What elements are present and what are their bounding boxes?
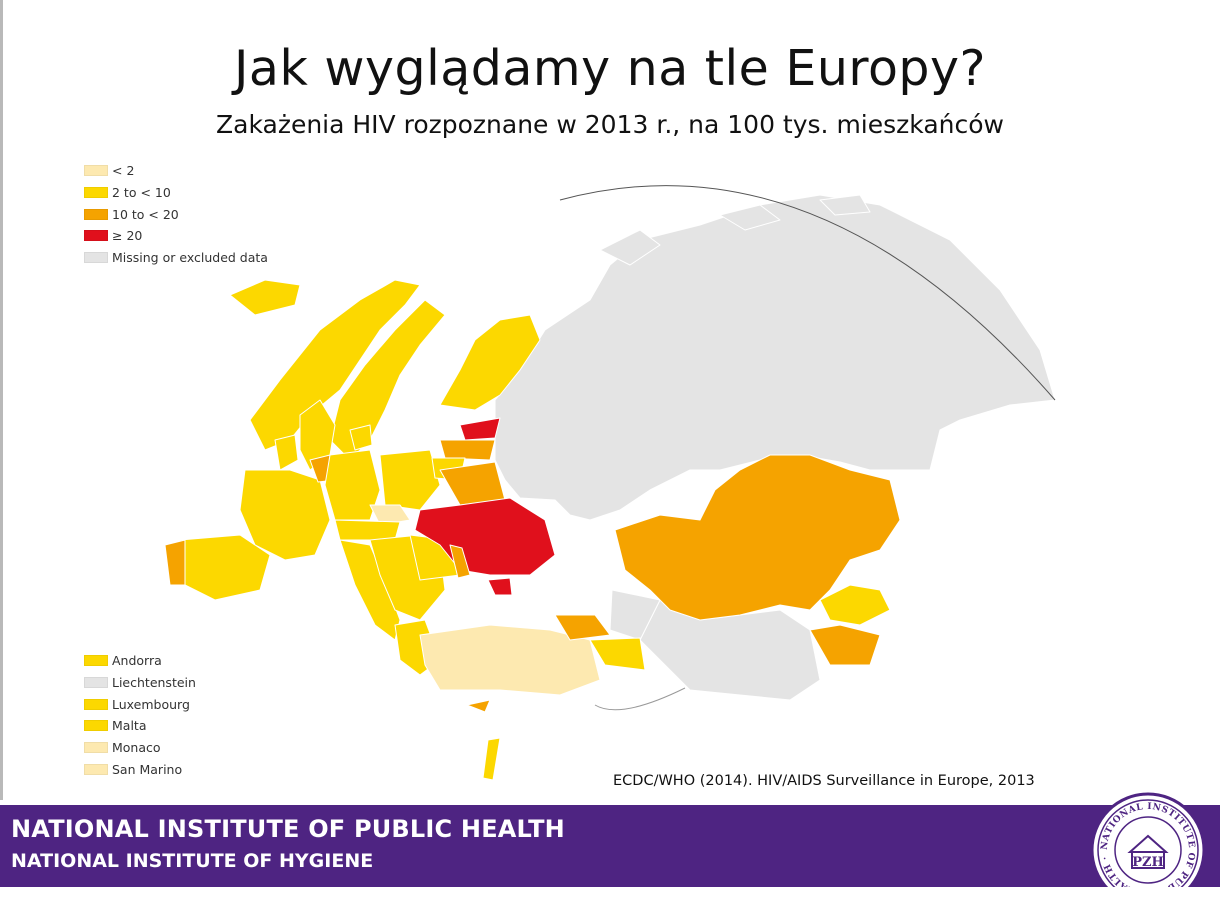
region-cyprus — [466, 699, 491, 713]
footer-institute-name: NATIONAL INSTITUTE OF PUBLIC HEALTH — [11, 815, 565, 843]
region-kyrgyzstan — [819, 584, 891, 626]
region-moldova — [449, 544, 471, 579]
region-czech — [369, 504, 411, 526]
legend-swatch — [84, 742, 108, 754]
region-portugal — [164, 539, 186, 586]
legend-item-andorra: Andorra — [84, 650, 196, 672]
legend-swatch — [84, 208, 108, 220]
legend-item-san-marino: San Marino — [84, 758, 196, 780]
legend-label: Missing or excluded data — [112, 250, 268, 266]
region-france — [239, 469, 331, 561]
region-tajikistan — [809, 624, 881, 666]
legend-swatch — [84, 230, 108, 242]
region-iceland — [229, 279, 301, 316]
bottom-strip — [0, 887, 1220, 911]
region-russia-islands — [599, 194, 871, 266]
region-israel — [482, 737, 501, 781]
region-belarus — [439, 461, 506, 506]
legend-label: ≥ 20 — [112, 228, 143, 244]
footer-institute-subtitle: NATIONAL INSTITUTE OF HYGIENE — [11, 850, 374, 872]
region-crimea — [487, 577, 513, 596]
footer-band: NATIONAL INSTITUTE OF PUBLIC HEALTH NATI… — [0, 805, 1220, 887]
region-russia — [494, 194, 1056, 521]
legend-item-liechtenstein: Liechtenstein — [84, 672, 196, 694]
legend-item-lt2: < 2 — [84, 160, 268, 182]
legend-item-malta: Malta — [84, 715, 196, 737]
small-countries-legend: Andorra Liechtenstein Luxembourg Malta M… — [84, 650, 196, 780]
region-kazakhstan — [614, 454, 901, 621]
legend-label: 2 to < 10 — [112, 185, 171, 201]
legend-label: 10 to < 20 — [112, 206, 179, 222]
legend-item-missing: Missing or excluded data — [84, 247, 268, 269]
legend-swatch — [84, 655, 108, 667]
legend-swatch — [84, 698, 108, 710]
legend-item-ge20: ≥ 20 — [84, 225, 268, 247]
legend-label: San Marino — [112, 761, 183, 777]
region-ireland — [274, 434, 299, 471]
slide-left-rule — [0, 0, 3, 800]
legend-item-10-20: 10 to < 20 — [84, 203, 268, 225]
legend-label: Liechtenstein — [112, 675, 196, 691]
legend-item-luxembourg: Luxembourg — [84, 693, 196, 715]
legend-label: < 2 — [112, 163, 135, 179]
source-citation: ECDC/WHO (2014). HIV/AIDS Surveillance i… — [613, 773, 1035, 789]
legend-swatch — [84, 720, 108, 732]
region-poland — [379, 449, 441, 511]
legend-swatch — [84, 165, 108, 177]
region-austria-ch — [334, 519, 401, 541]
region-latvia — [439, 439, 496, 461]
europe-choropleth-map — [164, 185, 1056, 781]
legend-swatch — [84, 763, 108, 775]
legend-swatch — [84, 252, 108, 264]
legend-label: Monaco — [112, 740, 161, 756]
legend-swatch — [84, 677, 108, 689]
slide-title: Jak wyglądamy na tle Europy? — [233, 40, 987, 97]
region-turkey — [419, 624, 601, 696]
pzh-seal-logo: NATIONAL INSTITUTE OF PUBLIC HEALTH · PU… — [1090, 792, 1206, 908]
legend-label: Luxembourg — [112, 696, 190, 712]
region-finland — [439, 314, 541, 411]
slide-subtitle: Zakażenia HIV rozpoznane w 2013 r., na 1… — [216, 110, 1004, 139]
region-estonia — [459, 417, 501, 441]
legend-label: Malta — [112, 718, 147, 734]
legend-item-monaco: Monaco — [84, 737, 196, 759]
legend-swatch — [84, 187, 108, 199]
legend-label: Andorra — [112, 653, 162, 669]
seal-letters: PZH — [1132, 855, 1164, 870]
region-germany — [324, 449, 381, 521]
region-ukraine — [414, 497, 556, 576]
legend-item-2-10: 2 to < 10 — [84, 182, 268, 204]
region-georgia — [554, 614, 611, 641]
region-denmark — [349, 424, 373, 451]
region-armenia-az — [589, 637, 646, 671]
map-legend: < 2 2 to < 10 10 to < 20 ≥ 20 Missing or… — [84, 160, 268, 268]
